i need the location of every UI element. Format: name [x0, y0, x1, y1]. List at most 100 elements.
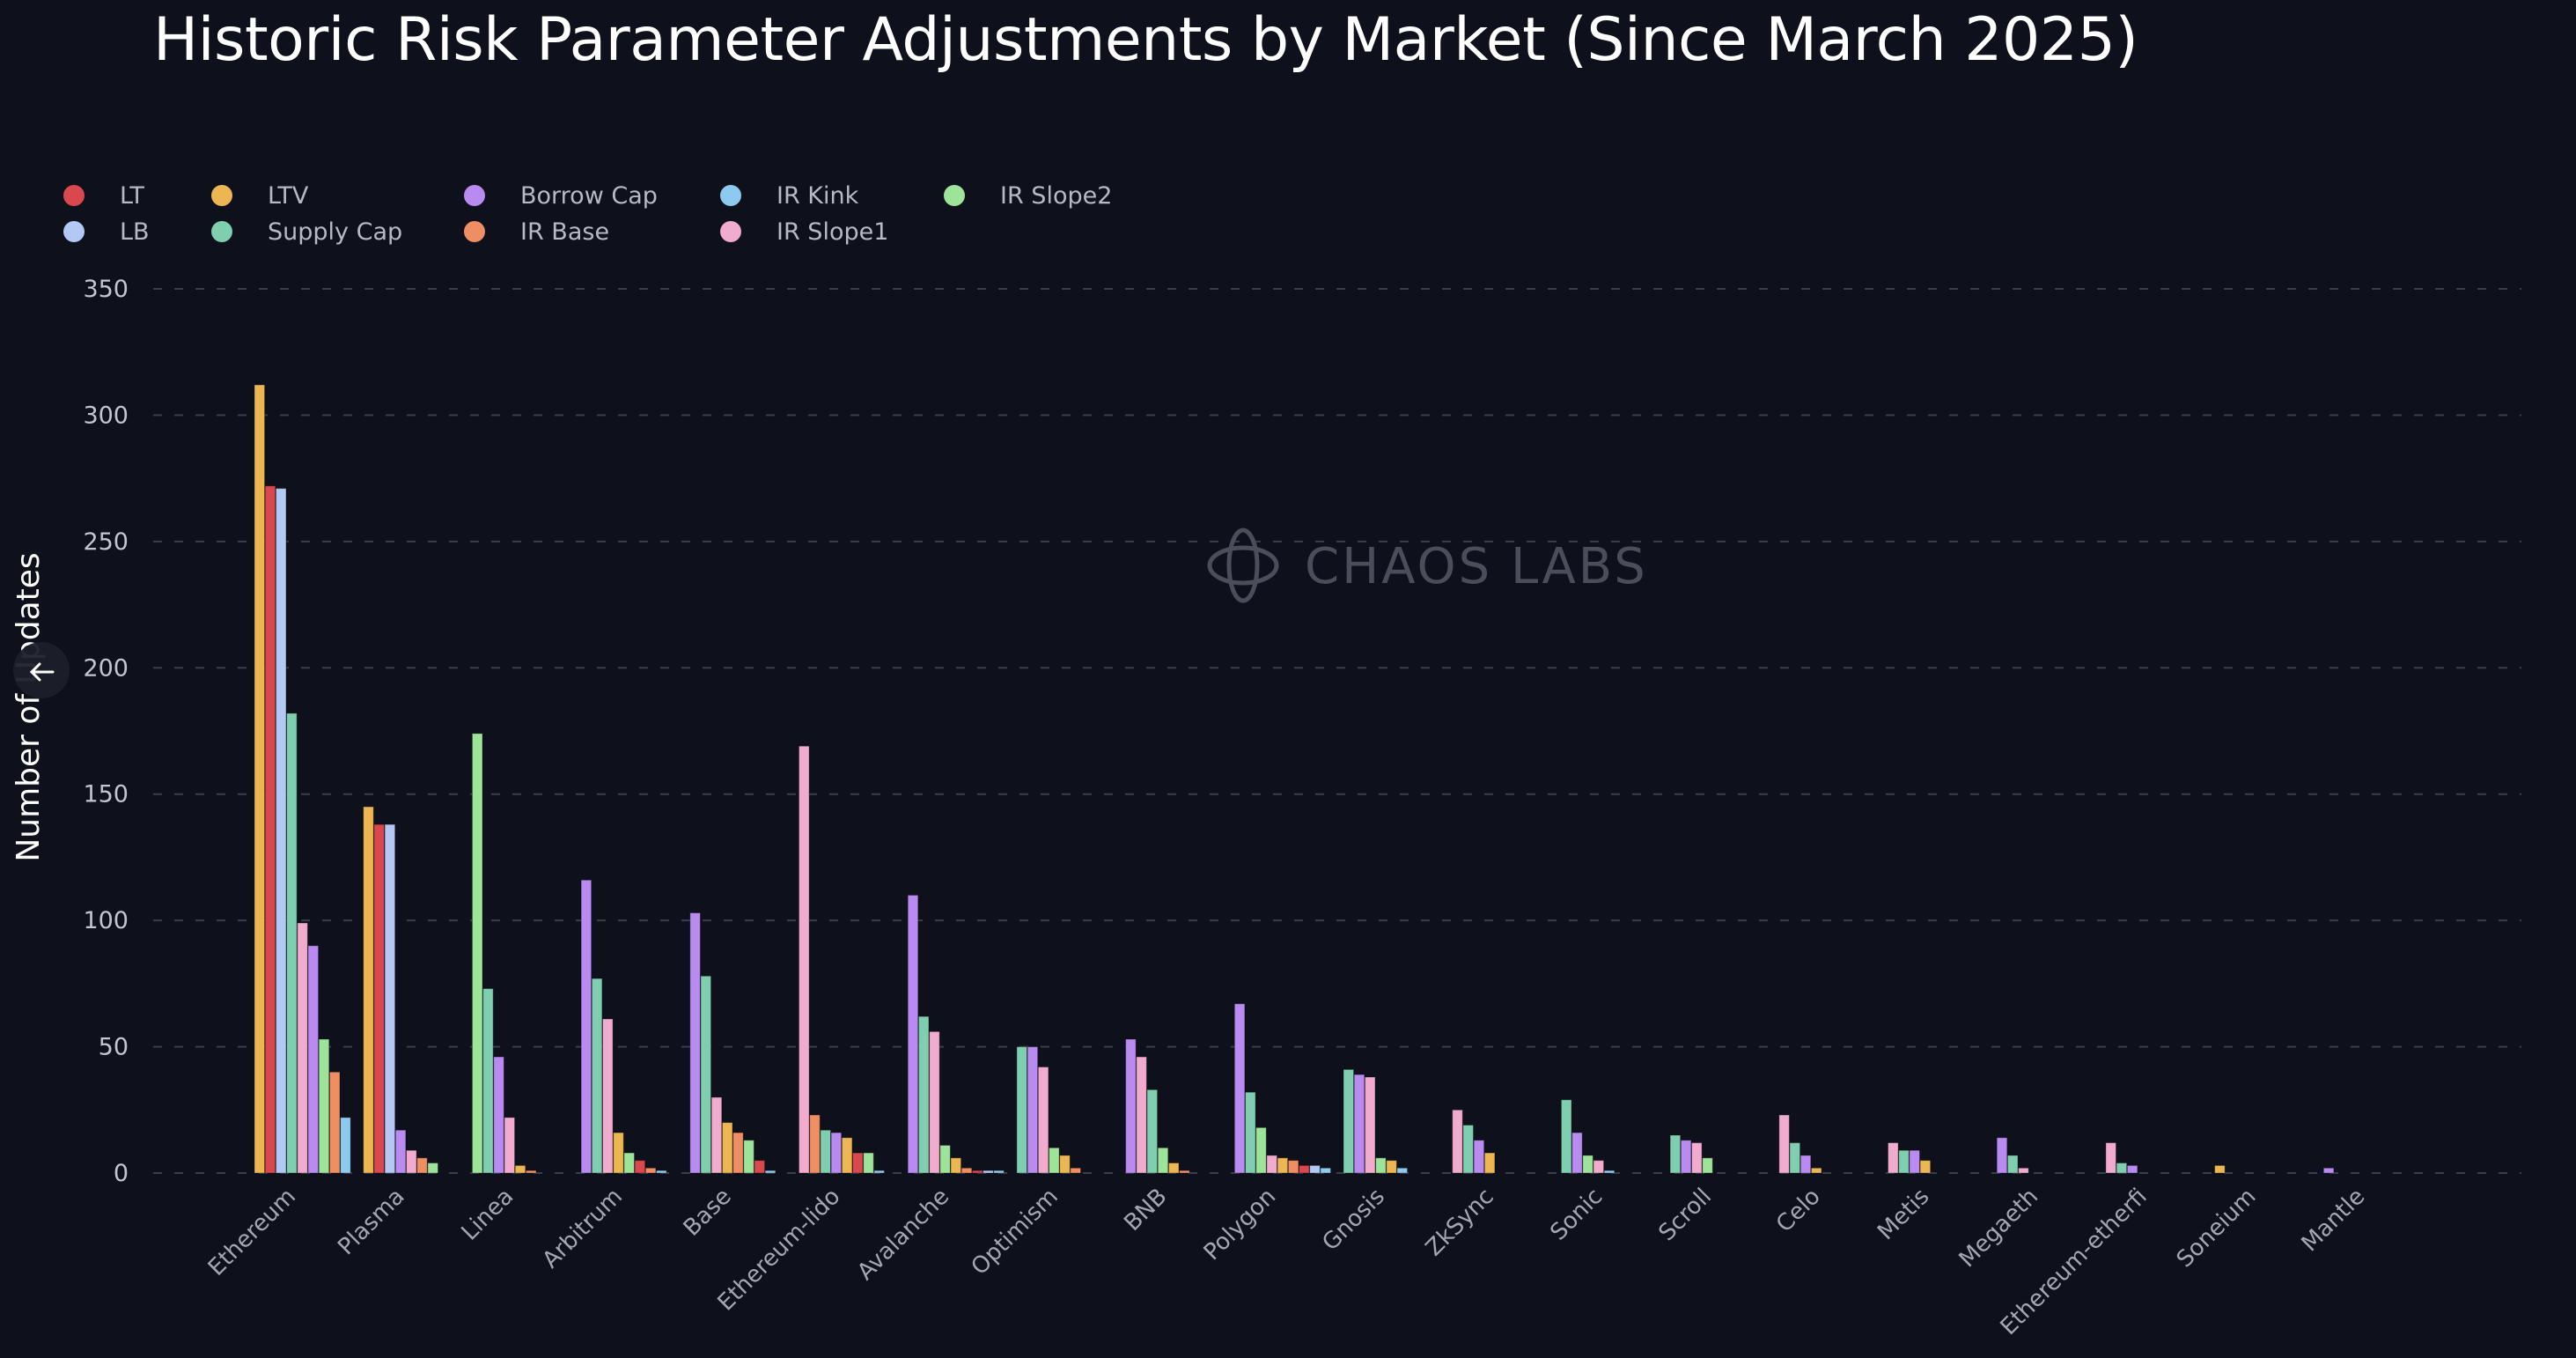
bar-borrow-cap-linea[interactable]	[493, 1056, 504, 1174]
bar-supply-cap-megaeth[interactable]	[2006, 1155, 2019, 1174]
bar-ir-slope2-plasma[interactable]	[427, 1162, 438, 1174]
bar-ir-base-optimism[interactable]	[1070, 1167, 1082, 1174]
bar-ltv-soneium[interactable]	[2214, 1164, 2226, 1174]
bar-ir-kink-gnosis[interactable]	[1396, 1167, 1409, 1174]
bar-ir-slope1-megaeth[interactable]	[2018, 1167, 2029, 1174]
bar-ir-base-base[interactable]	[732, 1132, 744, 1174]
bar-supply-cap-metis[interactable]	[1898, 1149, 1910, 1174]
bar-borrow-cap-celo[interactable]	[1800, 1155, 1812, 1174]
bar-ir-slope1-metis[interactable]	[1888, 1142, 1899, 1174]
bar-borrow-cap-zksync[interactable]	[1473, 1140, 1485, 1174]
bar-ir-base-plasma[interactable]	[416, 1157, 428, 1174]
bar-ir-slope1-arbitrum[interactable]	[602, 1018, 614, 1174]
legend-item-lb[interactable]: LB	[63, 218, 150, 246]
bar-borrow-cap-metis[interactable]	[1909, 1149, 1920, 1174]
bar-supply-cap-celo[interactable]	[1789, 1142, 1801, 1174]
bar-ir-slope2-optimism[interactable]	[1049, 1147, 1060, 1174]
bar-supply-cap-base[interactable]	[700, 975, 712, 1174]
bar-borrow-cap-ethereum-lido[interactable]	[830, 1132, 843, 1174]
bar-ir-slope1-ethereum-lido[interactable]	[799, 745, 810, 1174]
bar-ir-slope1-ethereum-etherfi[interactable]	[2105, 1142, 2116, 1174]
bar-ir-slope1-linea[interactable]	[504, 1117, 516, 1174]
bar-ir-kink-ethereum[interactable]	[340, 1117, 351, 1174]
bar-ir-slope1-avalanche[interactable]	[929, 1030, 940, 1174]
bar-ir-kink-base[interactable]	[764, 1170, 776, 1174]
bar-ir-base-linea[interactable]	[525, 1170, 537, 1174]
bar-lb-plasma[interactable]	[384, 823, 396, 1174]
bar-supply-cap-optimism[interactable]	[1016, 1046, 1028, 1174]
bar-ltv-ethereum[interactable]	[254, 384, 266, 1174]
bar-ir-slope1-sonic[interactable]	[1593, 1160, 1605, 1174]
bar-ir-base-bnb[interactable]	[1179, 1170, 1190, 1174]
bar-borrow-cap-megaeth[interactable]	[1996, 1137, 2008, 1174]
bar-ir-slope1-base[interactable]	[710, 1096, 723, 1174]
bar-borrow-cap-arbitrum[interactable]	[580, 879, 592, 1174]
bar-ltv-optimism[interactable]	[1059, 1155, 1071, 1174]
bar-ltv-bnb[interactable]	[1167, 1162, 1180, 1174]
bar-lt-base[interactable]	[754, 1160, 766, 1174]
bar-ltv-ethereum-lido[interactable]	[841, 1137, 853, 1174]
bar-ir-base-ethereum-lido[interactable]	[809, 1114, 821, 1174]
bar-ltv-gnosis[interactable]	[1386, 1160, 1397, 1174]
legend-item-ir-kink[interactable]: IR Kink	[720, 182, 859, 210]
bar-lt-avalanche[interactable]	[971, 1170, 983, 1174]
bar-ir-slope1-ethereum[interactable]	[297, 922, 308, 1174]
bar-borrow-cap-gnosis[interactable]	[1353, 1074, 1365, 1174]
legend-item-ir-slope1[interactable]: IR Slope1	[720, 218, 888, 246]
bar-ltv-arbitrum[interactable]	[613, 1132, 624, 1174]
bar-ltv-plasma[interactable]	[363, 806, 374, 1174]
bar-borrow-cap-bnb[interactable]	[1125, 1038, 1137, 1174]
bar-lb-polygon[interactable]	[1309, 1164, 1321, 1174]
bar-ir-base-polygon[interactable]	[1287, 1160, 1299, 1174]
bar-lt-ethereum-lido[interactable]	[852, 1152, 864, 1174]
bar-borrow-cap-optimism[interactable]	[1027, 1046, 1039, 1174]
bar-supply-cap-sonic[interactable]	[1560, 1099, 1572, 1174]
bar-ir-slope2-arbitrum[interactable]	[623, 1152, 636, 1174]
bar-supply-cap-arbitrum[interactable]	[591, 978, 603, 1174]
bar-ir-kink-sonic[interactable]	[1603, 1170, 1616, 1174]
bar-ir-kink-polygon[interactable]	[1320, 1167, 1332, 1174]
bar-ltv-metis[interactable]	[1919, 1160, 1932, 1174]
bar-ir-base-avalanche[interactable]	[960, 1167, 973, 1174]
bar-borrow-cap-ethereum-etherfi[interactable]	[2126, 1164, 2138, 1174]
bar-ir-slope2-scroll[interactable]	[1702, 1157, 1713, 1174]
bar-ir-slope2-gnosis[interactable]	[1375, 1157, 1387, 1174]
bar-ir-slope2-bnb[interactable]	[1157, 1147, 1169, 1174]
bar-supply-cap-avalanche[interactable]	[917, 1015, 930, 1174]
bar-ltv-polygon[interactable]	[1277, 1157, 1289, 1174]
legend-item-ir-base[interactable]: IR Base	[464, 218, 609, 246]
legend-item-lt[interactable]: LT	[63, 182, 144, 210]
bar-ir-slope2-base[interactable]	[743, 1140, 754, 1174]
bar-ir-slope2-ethereum-lido[interactable]	[863, 1152, 874, 1174]
bar-ir-slope1-gnosis[interactable]	[1364, 1076, 1376, 1174]
bar-ir-kink-avalanche[interactable]	[993, 1170, 1005, 1174]
bar-lt-arbitrum[interactable]	[634, 1160, 646, 1174]
bar-supply-cap-gnosis[interactable]	[1343, 1068, 1355, 1174]
bar-borrow-cap-base[interactable]	[689, 912, 701, 1174]
bar-supply-cap-scroll[interactable]	[1669, 1134, 1682, 1174]
legend-item-borrow-cap[interactable]: Borrow Cap	[464, 182, 658, 210]
bar-ir-slope1-celo[interactable]	[1778, 1114, 1790, 1174]
bar-ir-kink-ethereum-lido[interactable]	[873, 1170, 886, 1174]
bar-ir-slope1-plasma[interactable]	[406, 1149, 417, 1174]
bar-supply-cap-zksync[interactable]	[1462, 1124, 1475, 1174]
bar-ltv-celo[interactable]	[1810, 1167, 1822, 1174]
bar-ir-slope1-scroll[interactable]	[1691, 1142, 1703, 1174]
bar-borrow-cap-sonic[interactable]	[1571, 1132, 1583, 1174]
bar-ir-slope1-optimism[interactable]	[1037, 1066, 1049, 1174]
bar-lb-ethereum[interactable]	[275, 488, 287, 1174]
bar-ir-slope1-zksync[interactable]	[1452, 1109, 1463, 1174]
bar-ltv-base[interactable]	[721, 1122, 733, 1174]
bar-lt-ethereum[interactable]	[264, 485, 276, 1174]
back-button[interactable]	[13, 642, 70, 698]
bar-ir-base-arbitrum[interactable]	[644, 1167, 657, 1174]
bar-ir-base-ethereum[interactable]	[328, 1071, 341, 1174]
bar-supply-cap-linea[interactable]	[482, 988, 494, 1174]
bar-borrow-cap-avalanche[interactable]	[907, 894, 919, 1174]
bar-ir-slope1-polygon[interactable]	[1266, 1155, 1278, 1174]
legend-item-supply-cap[interactable]: Supply Cap	[211, 218, 402, 246]
bar-ltv-avalanche[interactable]	[950, 1157, 962, 1174]
bar-ir-slope2-sonic[interactable]	[1582, 1155, 1593, 1174]
bar-lb-avalanche[interactable]	[983, 1170, 994, 1174]
bar-ir-slope2-polygon[interactable]	[1255, 1126, 1267, 1174]
